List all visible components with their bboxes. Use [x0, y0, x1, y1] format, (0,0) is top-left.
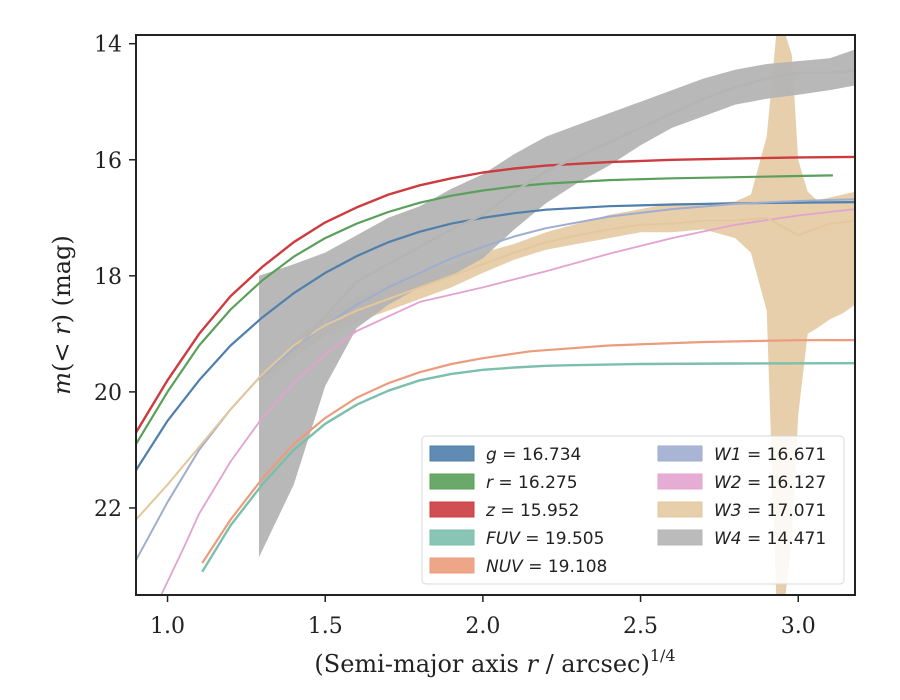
- line-z: [136, 155, 855, 434]
- legend-label-nuv: NUV = 19.108: [486, 557, 607, 577]
- legend: g = 16.734 r = 16.275 z = 15.952 FUV = 19.5…: [421, 435, 845, 585]
- y-tick-label: 16: [94, 149, 122, 174]
- x-tick-label: 3.0: [781, 614, 816, 639]
- y-axis-label-r: r: [48, 322, 76, 335]
- legend-swatch-w1: [657, 445, 703, 462]
- legend-label-z: z = 15.952: [485, 501, 579, 521]
- line-nuv: [201, 339, 855, 564]
- y-tick-label: 18: [94, 265, 122, 290]
- y-axis-label-unit: ) (mag): [48, 235, 76, 323]
- y-axis-label-m: m: [48, 372, 76, 395]
- line-w2: [160, 208, 855, 595]
- x-axis-label-exponent: 1/4: [650, 646, 676, 665]
- x-tick-label: 1.0: [150, 614, 185, 639]
- x-tick-label: 1.5: [308, 614, 343, 639]
- legend-label-w2: W2 = 16.127: [714, 473, 826, 493]
- legend-frame: [421, 435, 845, 585]
- legend-swatch-z: [429, 501, 475, 518]
- legend-label-g: g = 16.734: [486, 445, 581, 465]
- line-w4: [258, 69, 855, 382]
- y-tick-label: 20: [94, 381, 122, 406]
- series-lines: [136, 69, 855, 595]
- y-axis-label-paren: (<: [48, 335, 76, 372]
- y-axis-label: m(< r) (mag): [48, 235, 76, 395]
- x-axis-label-main: (Semi-major axis: [314, 650, 526, 678]
- legend-label-w1: W1 = 16.671: [714, 445, 826, 465]
- legend-label-w3: W3 = 17.071: [714, 501, 826, 521]
- legend-swatch-r: [429, 473, 475, 490]
- x-axis-label: (Semi-major axis r / arcsec)1/4: [314, 646, 675, 678]
- x-tick-label: 2.0: [465, 614, 500, 639]
- legend-label-fuv: FUV = 19.505: [486, 529, 604, 549]
- legend-swatch-w4: [657, 529, 703, 546]
- plot-frame: [135, 34, 856, 596]
- line-g: [136, 201, 855, 471]
- legend-label-r: r = 16.275: [486, 473, 578, 493]
- x-axis-ticks: 1.0 1.5 2.0 2.5 3.0: [150, 595, 816, 639]
- y-tick-label: 22: [94, 497, 122, 522]
- y-axis-ticks: 14 16 18 20 22: [94, 33, 136, 522]
- legend-swatch-nuv: [429, 557, 475, 574]
- legend-swatch-g: [429, 445, 475, 462]
- line-r: [136, 174, 833, 445]
- x-axis-label-rest: / arcsec): [538, 650, 650, 678]
- legend-swatch-fuv: [429, 529, 475, 546]
- line-fuv: [201, 362, 855, 573]
- legend-swatch-w2: [657, 473, 703, 490]
- legend-swatch-w3: [657, 501, 703, 518]
- x-axis-label-var: r: [526, 650, 539, 678]
- legend-label-w4: W4 = 14.471: [714, 529, 826, 549]
- y-tick-label: 14: [94, 33, 122, 58]
- line-w3: [136, 216, 855, 521]
- x-tick-label: 2.5: [623, 614, 658, 639]
